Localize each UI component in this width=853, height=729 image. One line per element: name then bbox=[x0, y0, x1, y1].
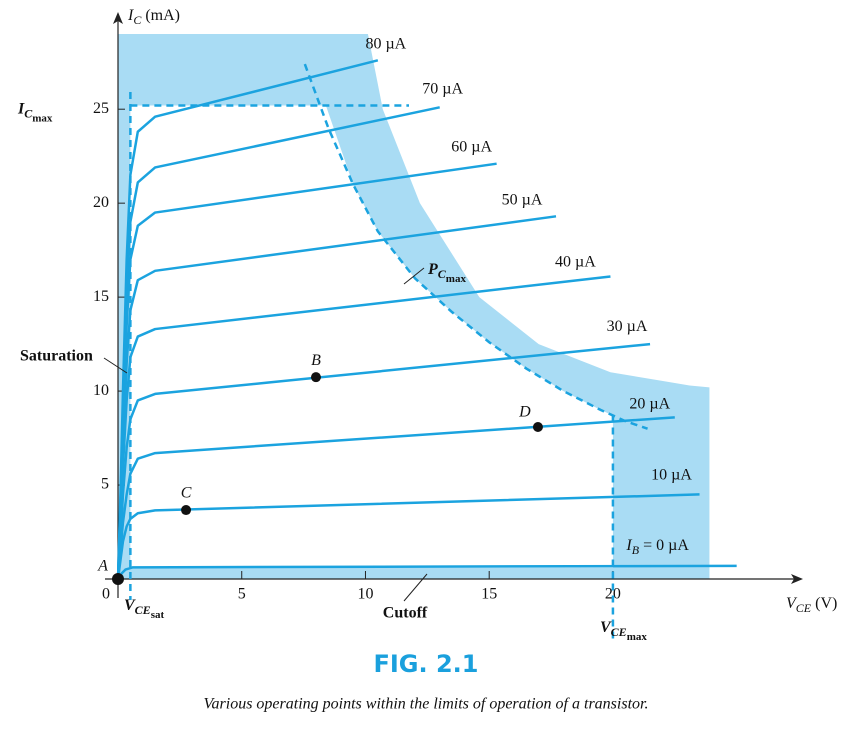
operating-point bbox=[112, 573, 124, 585]
ib-curve bbox=[116, 416, 675, 580]
y-tick-label: 15 bbox=[93, 288, 109, 305]
label-subsub: max bbox=[627, 631, 648, 643]
label: 50 µA bbox=[502, 191, 543, 208]
label-sub: C bbox=[133, 13, 142, 27]
cutoff-label: Cutoff bbox=[383, 605, 428, 622]
x-tick-label: 15 bbox=[481, 586, 497, 603]
figure-label: FIG. 2.1 bbox=[373, 650, 478, 678]
pc-max-leader bbox=[403, 267, 425, 285]
label-main: 40 µA bbox=[555, 253, 596, 270]
point-label: B bbox=[311, 352, 321, 369]
label-main: 80 µA bbox=[365, 35, 406, 52]
label-after: (V) bbox=[811, 595, 837, 612]
label-main: V bbox=[600, 619, 612, 636]
label-main: 10 µA bbox=[651, 466, 692, 483]
label: VCEsat bbox=[124, 597, 164, 621]
label-main: 30 µA bbox=[607, 318, 648, 335]
label-main: 20 µA bbox=[629, 395, 670, 412]
label: 20 µA bbox=[629, 395, 670, 412]
label-sub: B bbox=[632, 543, 640, 557]
label-main: I bbox=[127, 7, 134, 24]
label: 70 µA bbox=[422, 80, 463, 97]
label-subsub: sat bbox=[151, 609, 165, 621]
y-tick-label: 20 bbox=[93, 194, 109, 211]
label-sub: CE bbox=[611, 625, 627, 639]
label: PCmax bbox=[427, 261, 466, 285]
active-region bbox=[130, 105, 613, 568]
point-label: C bbox=[181, 485, 192, 502]
saturation-label: Saturation bbox=[20, 348, 93, 365]
operating-point bbox=[532, 421, 543, 432]
label-sub: C bbox=[24, 106, 33, 120]
label-sub: CE bbox=[135, 603, 151, 617]
x-tick-label: 20 bbox=[605, 586, 621, 603]
ib-curve bbox=[116, 493, 700, 580]
x-tick-label: 0 bbox=[102, 586, 110, 603]
x-tick-label: 10 bbox=[357, 586, 373, 603]
label-subsub: max bbox=[32, 112, 53, 124]
y-axis-arrow bbox=[113, 12, 123, 24]
label: 10 µA bbox=[651, 466, 692, 483]
label-main: V bbox=[124, 597, 136, 614]
label: IC (mA) bbox=[127, 7, 180, 27]
saturation-leader bbox=[103, 357, 128, 374]
operating-point bbox=[181, 505, 192, 516]
label: ICmax bbox=[17, 100, 53, 124]
label-after: = 0 µA bbox=[639, 537, 689, 554]
y-tick-label: 10 bbox=[93, 382, 109, 399]
label-main: 70 µA bbox=[422, 80, 463, 97]
y-tick-label: 5 bbox=[101, 476, 109, 493]
label-after: (mA) bbox=[141, 7, 180, 24]
x-tick-label: 5 bbox=[238, 586, 246, 603]
label: VCEmax bbox=[600, 619, 647, 643]
label-main: 50 µA bbox=[502, 191, 543, 208]
label: 60 µA bbox=[451, 138, 492, 155]
x-axis-arrow bbox=[791, 574, 803, 584]
label-subsub: max bbox=[446, 273, 467, 285]
operating-point bbox=[310, 372, 321, 383]
point-label: D bbox=[518, 404, 531, 421]
label: VCE (V) bbox=[786, 595, 837, 615]
point-label: A bbox=[97, 558, 108, 575]
label-sub: C bbox=[438, 267, 447, 281]
label-main: V bbox=[786, 595, 798, 612]
pc-max-curve bbox=[303, 63, 648, 430]
label-main: I bbox=[625, 537, 632, 554]
label: 80 µA bbox=[365, 35, 406, 52]
caption: Various operating points within the limi… bbox=[204, 696, 649, 713]
y-tick-label: 25 bbox=[93, 100, 109, 117]
label-sub: CE bbox=[796, 601, 812, 615]
cutoff-leader bbox=[403, 573, 428, 602]
label-main: 60 µA bbox=[451, 138, 492, 155]
label: 30 µA bbox=[607, 318, 648, 335]
label: 40 µA bbox=[555, 253, 596, 270]
label-main: I bbox=[17, 100, 25, 117]
label: IB = 0 µA bbox=[625, 537, 689, 557]
label-main: P bbox=[427, 261, 438, 278]
